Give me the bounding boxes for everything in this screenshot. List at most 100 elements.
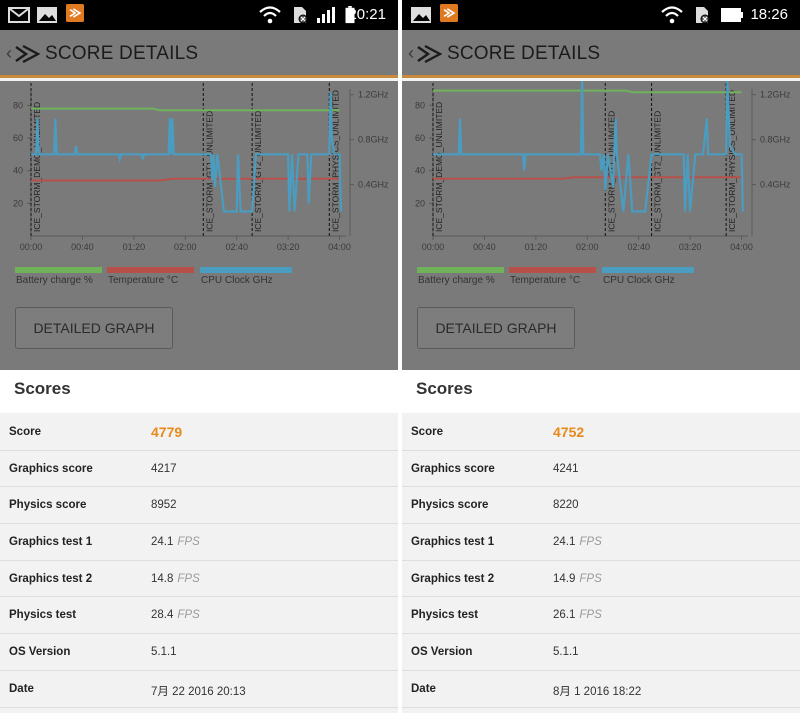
x-tick-label: 03:20 — [679, 242, 702, 252]
legend-swatch-temperature — [107, 267, 194, 273]
x-tick-label: 01:20 — [123, 242, 146, 252]
y2-tick-label: 1.2GHz — [760, 90, 791, 100]
image-icon — [411, 7, 431, 23]
phase-label: ICE_STORM_PHYSICS_UNLIMITED — [727, 90, 737, 232]
x-tick-label: 00:00 — [422, 242, 445, 252]
3dmark-logo-icon — [15, 44, 40, 64]
row-value: 8220 — [553, 499, 579, 512]
y2-tick-label: 0.4GHz — [358, 180, 389, 190]
row-label: Physics test — [9, 609, 77, 622]
series-line-cpu — [433, 81, 744, 213]
3dmark-icon — [440, 4, 458, 22]
row-value: 4241 — [553, 462, 579, 475]
y-tick-label: 20 — [415, 198, 425, 208]
row-label: Graphics test 2 — [411, 572, 495, 585]
detailed-graph-button[interactable]: DETAILED GRAPH — [15, 307, 173, 349]
3dmark-icon — [66, 4, 84, 22]
screen-divider — [398, 0, 402, 713]
row-value-wrap: 28.4 FPS — [151, 609, 200, 621]
scores-table: Score 4779 Graphics score 4217 Physics sco… — [0, 414, 398, 708]
x-tick-label: 03:20 — [277, 242, 300, 252]
row-label: Date — [411, 682, 436, 695]
row-value: 26.1 — [553, 609, 576, 622]
app-bar: ‹ SCORE DETAILS — [0, 30, 398, 78]
wifi-icon — [661, 6, 683, 24]
y2-tick-label: 1.2GHz — [358, 90, 389, 100]
row-value-wrap: 24.1 FPS — [151, 536, 200, 548]
row-value: 24.1 — [553, 536, 576, 549]
graph-area: 80 60 40 20 1.2GHz 0.8GHz 0.4GHz 00:00 00:40 01:2… — [0, 81, 398, 370]
series-line-temperature — [31, 177, 340, 182]
x-tick-label: 00:40 — [71, 242, 94, 252]
performance-chart: 80 60 40 20 1.2GHz 0.8GHz 0.4GHz 00:00 00:40 01:2… — [13, 83, 389, 252]
scores-title: Scores — [416, 379, 473, 398]
legend-swatch-battery — [15, 267, 102, 273]
phase-label: ICE_STORM_DEMO_UNLIMITED — [434, 102, 444, 232]
row-label: Graphics test 1 — [9, 536, 93, 549]
row-value: 28.4 — [151, 609, 174, 622]
row-value-wrap: 14.9 FPS — [553, 573, 602, 585]
table-row: Physics test 26.1 FPS — [402, 597, 800, 635]
total-score-value: 4752 — [553, 424, 585, 440]
row-unit: FPS — [177, 609, 200, 622]
graph-area: 80 60 40 20 1.2GHz 0.8GHz 0.4GHz 00:00 00:40 01:2… — [402, 81, 800, 370]
table-row: Score 4752 — [402, 414, 800, 451]
wifi-icon — [259, 6, 281, 24]
scores-header: Scores — [402, 370, 800, 413]
legend-label-temperature: Temperature °C — [108, 275, 179, 286]
table-row: Physics score 8952 — [0, 487, 398, 525]
table-row: Graphics test 1 24.1 FPS — [402, 524, 800, 561]
table-row: OS Version 5.1.1 — [402, 634, 800, 671]
battery-icon — [721, 8, 743, 22]
row-value: 4217 — [151, 462, 177, 475]
legend-label-battery: Battery charge % — [418, 275, 495, 286]
phase-label: ICE_STORM_GT1_UNLIMITED — [204, 111, 214, 232]
table-row: Date 7月 22 2016 20:13 — [0, 670, 398, 708]
y-tick-label: 60 — [13, 133, 23, 143]
series-line-battery — [433, 89, 742, 94]
gmail-icon — [8, 7, 30, 23]
x-tick-label: 04:00 — [730, 242, 753, 252]
battery-icon — [345, 6, 355, 24]
status-bar: 18:26 — [402, 0, 800, 30]
table-row: Graphics test 2 14.9 FPS — [402, 560, 800, 598]
y-tick-label: 40 — [13, 166, 23, 176]
row-label: Graphics score — [9, 462, 93, 475]
y2-tick-label: 0.8GHz — [760, 135, 791, 145]
x-tick-label: 02:00 — [576, 242, 599, 252]
detailed-graph-button[interactable]: DETAILED GRAPH — [417, 307, 575, 349]
row-label: OS Version — [9, 646, 71, 659]
signal-icon — [317, 7, 335, 23]
x-tick-label: 04:00 — [328, 242, 351, 252]
row-label: Graphics score — [411, 462, 495, 475]
back-icon[interactable]: ‹ — [408, 43, 414, 63]
row-value-wrap: 26.1 FPS — [553, 609, 602, 621]
row-value: 8952 — [151, 499, 177, 512]
row-unit: FPS — [177, 572, 200, 585]
status-time: 18:26 — [750, 6, 788, 23]
app-bar: ‹ SCORE DETAILS — [402, 30, 800, 78]
table-row: Graphics test 1 24.1 FPS — [0, 524, 398, 561]
series-line-temperature — [433, 176, 742, 180]
table-row: Graphics score 4241 — [402, 450, 800, 488]
no-sim-icon — [696, 7, 710, 24]
phase-label: ICE_STORM_GT2_UNLIMITED — [253, 111, 263, 232]
row-value: 24.1 — [151, 536, 174, 549]
screen-left: 20:21 ‹ SCORE DETAILS 80 60 40 20 1.2GHz 0.8G… — [0, 0, 398, 713]
back-icon[interactable]: ‹ — [6, 43, 12, 63]
3dmark-logo-icon — [417, 44, 442, 64]
legend-swatch-battery — [417, 267, 504, 273]
row-value-wrap: 14.8 FPS — [151, 573, 200, 585]
table-row: Physics test 28.4 FPS — [0, 597, 398, 635]
row-value: 5.1.1 — [151, 646, 177, 659]
row-label: Date — [9, 682, 34, 695]
phase-label: ICE_STORM_DEMO_UNLIMITED — [32, 102, 42, 232]
y-tick-label: 20 — [13, 198, 23, 208]
performance-chart: 80 60 40 20 1.2GHz 0.8GHz 0.4GHz 00:00 00:40 01:2… — [415, 81, 791, 252]
row-value: 14.8 — [151, 572, 174, 585]
legend-label-temperature: Temperature °C — [510, 275, 581, 286]
row-label: Physics score — [9, 499, 87, 512]
y-tick-label: 60 — [415, 133, 425, 143]
legend-label-cpu: CPU Clock GHz — [201, 275, 273, 286]
no-sim-icon — [294, 7, 308, 24]
